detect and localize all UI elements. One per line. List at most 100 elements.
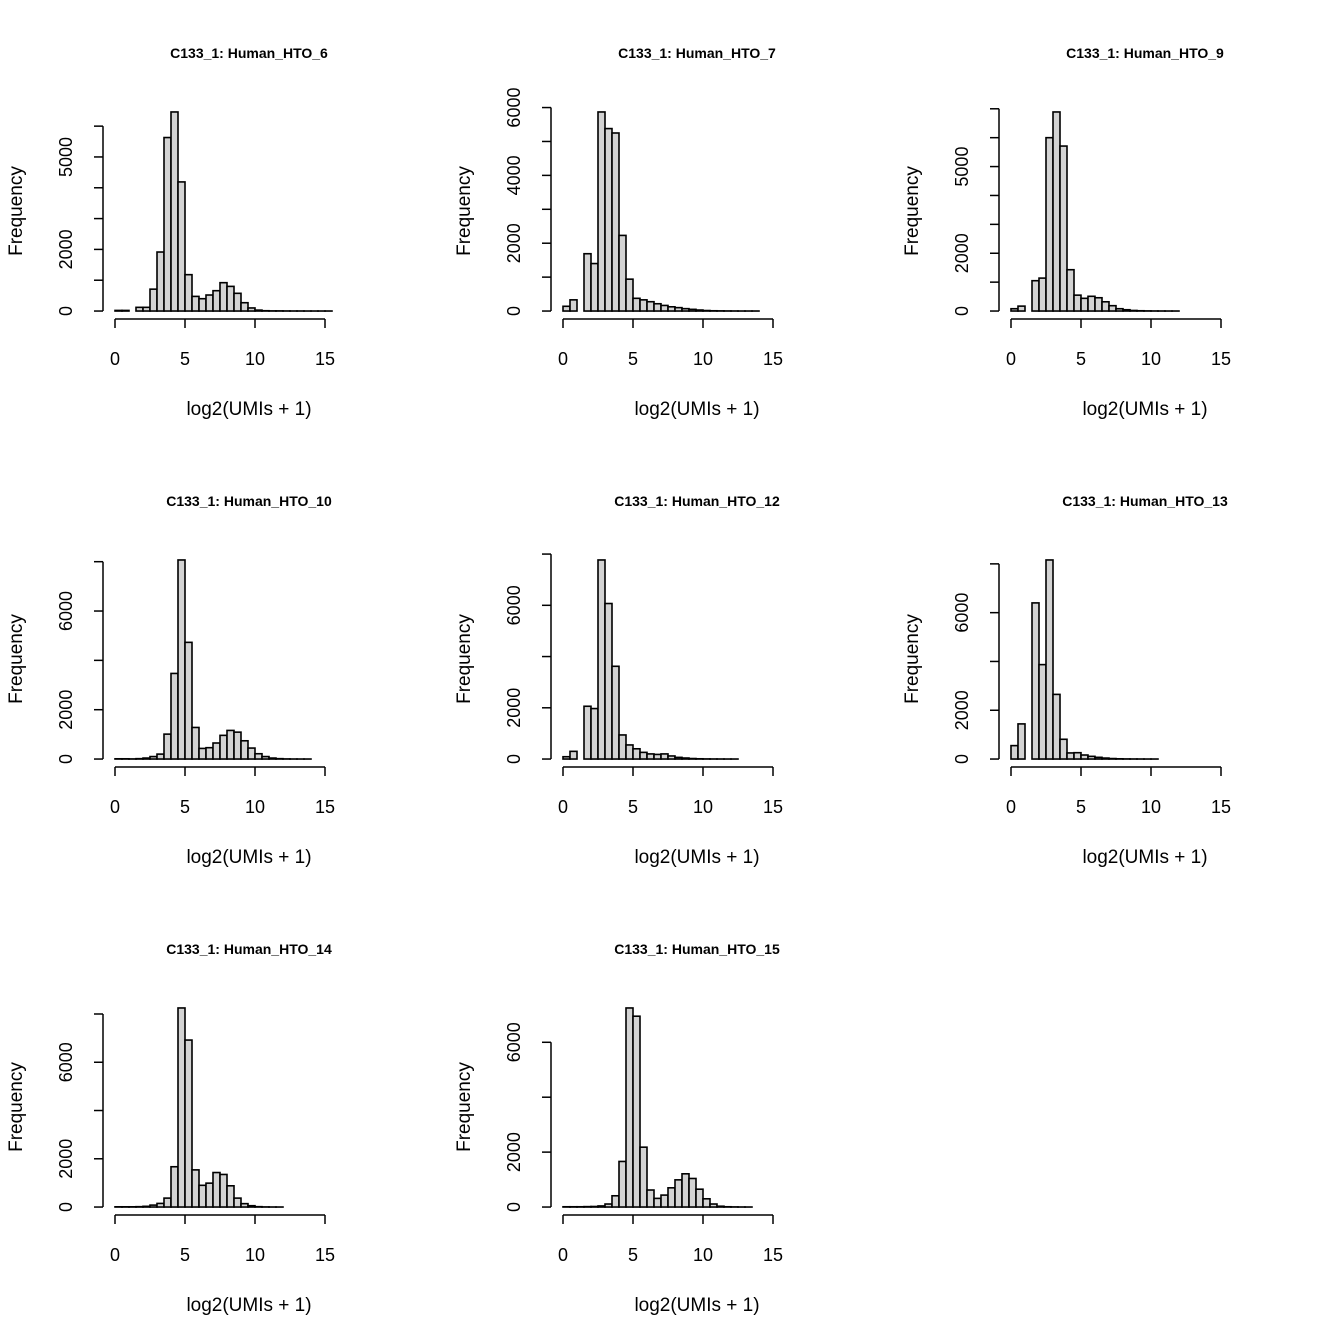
x-tick-label: 15 (763, 797, 783, 817)
histogram-panel: C133_1: Human_HTO_10 0 5 10 15 log2(UMIs + 1)… (6, 493, 335, 868)
histogram-bar (1052, 693, 1061, 760)
x-tick-label: 5 (1076, 797, 1086, 817)
histogram-bar (177, 1007, 186, 1208)
x-tick-label: 0 (558, 1245, 568, 1265)
histogram-bar (590, 262, 599, 312)
x-tick-label: 5 (1076, 349, 1086, 369)
y-tick-label: 4000 (504, 155, 524, 195)
histogram-bar (1094, 296, 1103, 312)
histogram-bar (604, 1203, 613, 1208)
histogram-bar (702, 1197, 711, 1208)
histogram-bar (618, 234, 627, 312)
histogram-bar (611, 1194, 620, 1208)
histogram-bar (240, 301, 249, 312)
histogram-bar (156, 251, 165, 312)
histogram-bar (688, 308, 697, 312)
histogram-bar (1094, 756, 1103, 760)
histogram-bar (247, 747, 256, 760)
histogram-bar (618, 734, 627, 760)
histogram-bar (121, 309, 130, 312)
y-tick-label: 0 (504, 754, 524, 764)
panel-title: C133_1: Human_HTO_15 (614, 941, 780, 957)
histogram-bar (149, 288, 158, 312)
histogram-bar (247, 1204, 256, 1208)
histogram-bar (261, 755, 270, 760)
histogram-panel: C133_1: Human_HTO_14 0 5 10 15 log2(UMIs + 1)… (6, 941, 335, 1316)
histogram-panel: C133_1: Human_HTO_12 0 5 10 15 log2(UMIs + 1)… (454, 493, 783, 868)
histogram-bar (254, 309, 263, 312)
y-tick-label: 2000 (504, 223, 524, 263)
histogram-bar (177, 559, 186, 760)
histogram-bar (1087, 755, 1096, 760)
histogram-bar (114, 309, 123, 312)
histogram-bar (268, 757, 277, 760)
histogram-bar (1108, 304, 1117, 312)
panel-title: C133_1: Human_HTO_14 (166, 941, 332, 957)
x-tick-label: 15 (1211, 349, 1231, 369)
x-tick-label: 0 (110, 349, 120, 369)
y-tick-label: 2000 (56, 690, 76, 730)
histogram-bar (212, 1171, 221, 1208)
histogram-bar (170, 672, 179, 760)
histogram-bar (674, 756, 683, 760)
histogram-bar (660, 753, 669, 760)
histogram-bar (660, 1194, 669, 1208)
histogram-bar (1038, 277, 1047, 312)
histogram-bar (604, 127, 613, 312)
histogram-bar (198, 747, 207, 760)
histogram-bar (1010, 307, 1019, 312)
y-axis-label: Frequency (6, 1062, 27, 1152)
histogram-bar (583, 252, 592, 312)
histogram-bar (191, 726, 200, 760)
histogram-bar (632, 747, 641, 760)
x-tick-label: 15 (315, 349, 335, 369)
histogram-bar (254, 752, 263, 760)
y-tick-label: 0 (952, 306, 972, 316)
x-tick-label: 0 (558, 349, 568, 369)
histogram-bar (156, 753, 165, 760)
histogram-bar (618, 1160, 627, 1208)
histogram-bar (163, 733, 172, 760)
histogram-bar (1080, 297, 1089, 312)
histogram-bar (1101, 757, 1110, 760)
histogram-bar (632, 297, 641, 312)
y-axis-label: Frequency (454, 614, 475, 704)
histogram-bar (1031, 602, 1040, 760)
histogram-bar (1038, 663, 1047, 760)
histogram-panel: C133_1: Human_HTO_7 0 5 10 15 log2(UMIs + 1) 0… (454, 45, 783, 420)
histogram-bar (1059, 145, 1068, 312)
histogram-bar (177, 181, 186, 312)
x-tick-label: 5 (628, 797, 638, 817)
panel-title: C133_1: Human_HTO_6 (170, 45, 328, 61)
histogram-bar (1045, 559, 1054, 760)
histogram-bar (569, 299, 578, 312)
histogram-bar (667, 1187, 676, 1208)
y-tick-label: 0 (952, 754, 972, 764)
y-axis-label: Frequency (902, 166, 923, 256)
histogram-bar (191, 295, 200, 312)
histogram-bar (205, 746, 214, 760)
histogram-bar (639, 1146, 648, 1208)
histogram-bar (1059, 738, 1068, 760)
y-tick-label: 6000 (56, 591, 76, 631)
histogram-bar (653, 753, 662, 760)
y-tick-label: 5000 (56, 137, 76, 177)
histogram-bar (205, 294, 214, 312)
y-tick-label: 6000 (56, 1042, 76, 1082)
histogram-bar (646, 753, 655, 760)
histogram-bar (597, 559, 606, 760)
histogram-bar (184, 641, 193, 760)
histogram-bar (1066, 752, 1075, 760)
y-axis-label: Frequency (6, 614, 27, 704)
histogram-bar (1115, 307, 1124, 312)
histogram-bar (184, 273, 193, 312)
y-tick-label: 0 (56, 754, 76, 764)
histogram-bar (226, 1185, 235, 1208)
histogram-bar (569, 750, 578, 760)
y-tick-label: 2000 (504, 688, 524, 728)
histogram-bar (233, 292, 242, 312)
histogram-bar (1017, 723, 1026, 760)
y-tick-label: 0 (56, 1202, 76, 1212)
x-tick-label: 0 (1006, 349, 1016, 369)
histogram-bar (639, 299, 648, 312)
